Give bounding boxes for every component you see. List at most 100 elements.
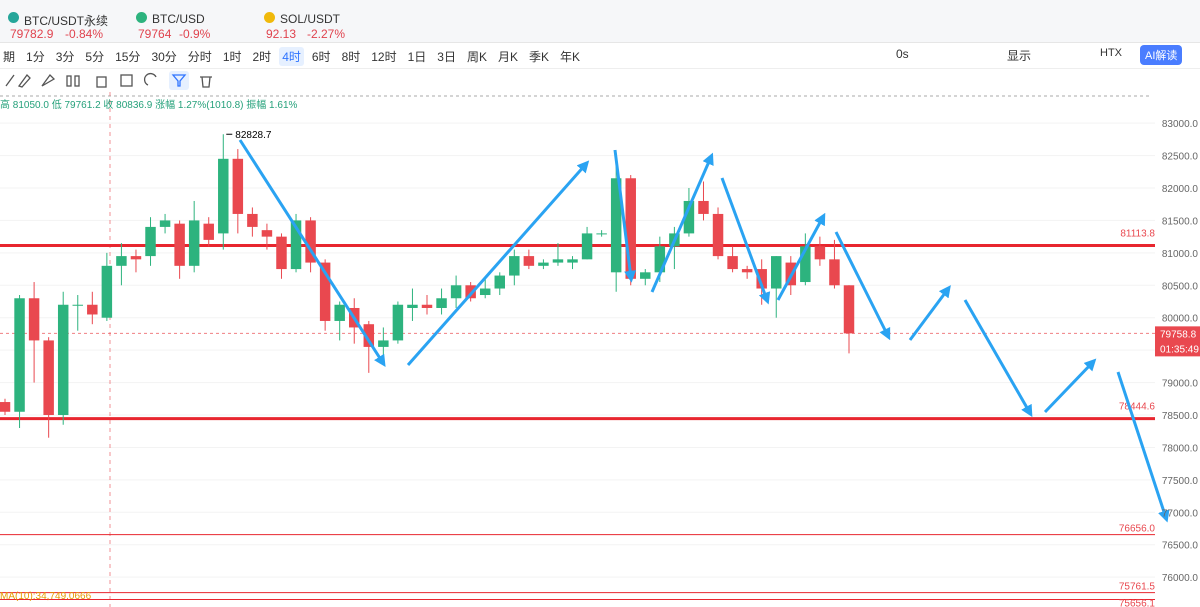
filter-tool[interactable] bbox=[171, 74, 187, 87]
timeframe[interactable]: 2时 bbox=[252, 50, 272, 64]
timeframe[interactable]: 3分 bbox=[55, 50, 75, 64]
candle-body bbox=[450, 285, 462, 299]
candle-body bbox=[829, 259, 840, 286]
line-tool[interactable] bbox=[5, 74, 15, 87]
timeframe[interactable]: 6时 bbox=[311, 50, 331, 64]
candle-body bbox=[727, 256, 738, 270]
timeframe-bar: 期 1分 3分 5分 15分 30分 分时 1时 2时 4时 6时 8时 12时 1日 3日 周K 月K 季K 年K bbox=[0, 43, 1200, 69]
candle-body bbox=[610, 178, 622, 273]
candle-body bbox=[57, 304, 69, 416]
note-tool[interactable] bbox=[120, 74, 133, 87]
candle-body bbox=[261, 230, 273, 237]
level-label: 76656.0 bbox=[1119, 524, 1156, 535]
y-tick-label: 81500.0 bbox=[1162, 216, 1199, 227]
display-menu[interactable]: 显示 bbox=[1007, 49, 1032, 63]
arrow bbox=[908, 285, 951, 341]
ticker-tab[interactable]: BTC/USDT永续 79782.9 -0.84% bbox=[0, 0, 125, 42]
candle-body bbox=[698, 200, 709, 214]
timeframe[interactable]: 5分 bbox=[85, 50, 105, 64]
timeframe[interactable]: 期 bbox=[3, 50, 16, 64]
last-price-box bbox=[1155, 326, 1200, 357]
candle-body bbox=[771, 256, 782, 289]
brush-tool[interactable] bbox=[41, 74, 56, 87]
candle-body bbox=[276, 236, 287, 270]
max-marker-label: 82828.7 bbox=[235, 130, 272, 141]
timeframe[interactable]: 周K bbox=[466, 50, 487, 64]
candle-body bbox=[130, 256, 142, 260]
tool-icons bbox=[5, 71, 212, 90]
ai-button[interactable]: AI解读 bbox=[1140, 45, 1183, 65]
chart: 81113.8 78444.6 76656.0 75761.5 75656.1 8282… bbox=[0, 92, 1200, 607]
arrow bbox=[613, 149, 637, 283]
candle-body bbox=[509, 256, 520, 276]
level-label: 81113.8 bbox=[1120, 228, 1155, 239]
candle-body bbox=[843, 285, 855, 334]
timeframe[interactable]: 1时 bbox=[222, 50, 242, 64]
candles: 82828.7 bbox=[0, 130, 855, 438]
countdown-setting[interactable]: 0s bbox=[896, 47, 909, 61]
timeframe[interactable]: 15分 bbox=[115, 50, 141, 64]
candle-body bbox=[87, 304, 98, 315]
timeframe[interactable]: 季K bbox=[529, 50, 550, 64]
candle-body bbox=[494, 275, 505, 289]
ticker-symbol: BTC/USD bbox=[152, 12, 205, 26]
ticker-icon bbox=[264, 12, 275, 23]
y-tick-label: 81000.0 bbox=[1162, 249, 1199, 260]
candle-body bbox=[814, 246, 826, 260]
y-tick-label: 78500.0 bbox=[1162, 411, 1199, 422]
ticker-icon bbox=[136, 12, 147, 23]
arrow bbox=[834, 231, 891, 341]
pattern-tool[interactable] bbox=[66, 75, 72, 87]
candle-body bbox=[756, 269, 767, 289]
y-tick-label: 82000.0 bbox=[1162, 184, 1199, 195]
exchange[interactable]: HTX bbox=[1100, 47, 1122, 59]
timeframe[interactable]: 年K bbox=[560, 50, 581, 64]
annotation-arrows bbox=[238, 139, 1170, 523]
ticker-tab[interactable]: BTC/USD 79764 -0.9% bbox=[128, 0, 253, 42]
magnet-tool[interactable] bbox=[144, 73, 157, 86]
candle-body bbox=[28, 298, 40, 341]
delete-tool[interactable] bbox=[200, 76, 212, 88]
candle-body bbox=[538, 262, 549, 266]
pattern-tool-part bbox=[74, 75, 80, 87]
ticker-price: 79764 bbox=[138, 27, 172, 41]
candle-body bbox=[43, 340, 54, 416]
candle-body bbox=[683, 200, 695, 234]
timeframe[interactable]: 3日 bbox=[437, 50, 456, 64]
candle-body bbox=[116, 256, 127, 266]
candle-body bbox=[392, 304, 404, 341]
candle-body bbox=[290, 220, 302, 270]
candle-body bbox=[465, 285, 476, 299]
candle-body bbox=[247, 213, 258, 227]
measure-tool[interactable] bbox=[96, 76, 107, 88]
candle-body bbox=[479, 288, 491, 296]
candle-body bbox=[14, 298, 25, 412]
candle-body bbox=[145, 226, 156, 257]
arrow bbox=[650, 152, 714, 293]
arrow bbox=[406, 160, 590, 366]
timeframe[interactable]: 1日 bbox=[407, 50, 427, 64]
candle-body bbox=[625, 178, 636, 279]
y-tick-label: 77000.0 bbox=[1162, 508, 1199, 519]
ticker-icon bbox=[8, 12, 19, 23]
candle-body bbox=[436, 298, 447, 308]
last-price-label: 79758.8 bbox=[1160, 329, 1197, 340]
candle-body bbox=[378, 340, 389, 347]
pen-tool[interactable] bbox=[17, 74, 31, 88]
candle-body bbox=[741, 269, 753, 273]
timeframe[interactable]: 30分 bbox=[151, 50, 177, 64]
timeframe[interactable]: 12时 bbox=[371, 50, 397, 64]
timeframe[interactable]: 分时 bbox=[187, 50, 212, 64]
tab-bar: BTC/USDT永续 79782.9 -0.84% BTC/USD 79764 -0.9%… bbox=[0, 0, 1200, 43]
timeframe[interactable]: 8时 bbox=[341, 50, 361, 64]
ticker-tab[interactable]: SOL/USDT 92.13 -2.27% bbox=[256, 0, 381, 42]
timeframe[interactable]: 月K bbox=[498, 50, 519, 64]
candle-body bbox=[203, 223, 214, 240]
candle-body bbox=[232, 158, 244, 214]
timeframe[interactable]: 1分 bbox=[26, 50, 45, 64]
candle-body bbox=[174, 223, 185, 266]
level-label: 75656.1 bbox=[1119, 598, 1156, 607]
ticker-change: -2.27% bbox=[307, 27, 346, 41]
candle-body bbox=[800, 246, 811, 283]
timeframe[interactable]: 4时 bbox=[279, 47, 304, 66]
